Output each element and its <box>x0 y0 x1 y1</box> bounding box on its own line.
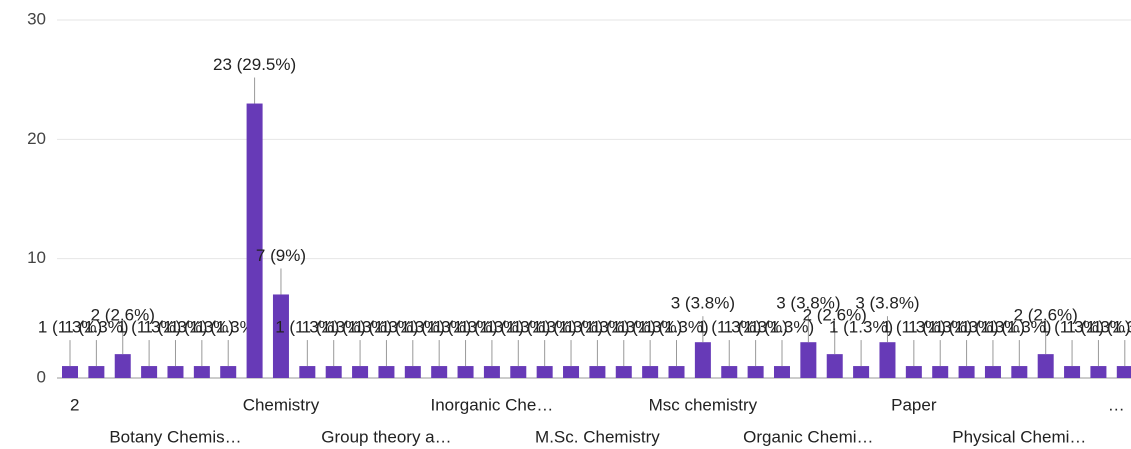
bar <box>747 366 764 378</box>
data-label: 1 (1.3%) <box>117 318 181 337</box>
bar <box>879 342 896 378</box>
bar <box>800 342 817 378</box>
bar <box>220 366 237 378</box>
bar <box>668 366 685 378</box>
x-tick-label: Msc chemistry <box>649 395 758 414</box>
bar <box>141 366 158 378</box>
bar <box>325 366 342 378</box>
bar <box>826 354 843 378</box>
data-label: 1 (1.3%) <box>64 318 128 337</box>
bar <box>721 366 738 378</box>
data-label: 2 (2.6%) <box>91 306 155 325</box>
data-label: 1 (1.3%) <box>644 318 708 337</box>
data-label: 1 (1.3%) <box>486 318 550 337</box>
bar <box>114 354 131 378</box>
bar <box>352 366 369 378</box>
bar <box>1090 366 1107 378</box>
data-label: 2 (2.6%) <box>803 306 867 325</box>
data-label: 1 (1.3%) <box>170 318 234 337</box>
bar <box>510 366 527 378</box>
data-label: 3 (3.8%) <box>776 294 840 313</box>
y-tick-label: 10 <box>27 248 46 267</box>
bar <box>167 366 184 378</box>
bar <box>1064 366 1081 378</box>
x-tick-label: 2 <box>70 395 79 414</box>
bar <box>483 366 500 378</box>
bar <box>378 366 395 378</box>
data-label: 1 (1.3%) <box>934 318 998 337</box>
bar <box>905 366 922 378</box>
bar <box>853 366 870 378</box>
bar <box>536 366 553 378</box>
bar <box>193 366 210 378</box>
data-label: 1 (1.3%) <box>829 318 893 337</box>
x-tick-label: Chemistry <box>243 395 320 414</box>
data-label: 1 (1.3%) <box>750 318 814 337</box>
data-label: 1 (1.3%) <box>196 318 260 337</box>
data-label: 1 (1.3%) <box>539 318 603 337</box>
bar <box>694 342 711 378</box>
data-label: 1 (1.3%) <box>328 318 392 337</box>
data-label: 1 (1.3%) <box>354 318 418 337</box>
data-label: 1 (1.3%) <box>433 318 497 337</box>
x-tick-label: Inorganic Che… <box>430 395 553 414</box>
bar <box>88 366 105 378</box>
bar <box>272 294 289 378</box>
bar <box>246 103 263 379</box>
bar <box>1116 366 1131 378</box>
data-label: 3 (3.8%) <box>855 294 919 313</box>
bar <box>299 366 316 378</box>
data-label: 1 (1.3%) <box>1093 318 1131 337</box>
data-label: 1 (1.3%) <box>565 318 629 337</box>
x-tick-label: Paper <box>891 395 937 414</box>
data-label: 1 (1.3%) <box>592 318 656 337</box>
data-label: 1 (1.3%) <box>1066 318 1130 337</box>
data-label: 1 (1.3%) <box>460 318 524 337</box>
data-label: 2 (2.6%) <box>1014 306 1078 325</box>
data-label: 1 (1.3%) <box>618 318 682 337</box>
data-label: 1 (1.3%) <box>275 318 339 337</box>
data-label: 1 (1.3%) <box>697 318 761 337</box>
x-tick-label: Physical Chemi… <box>952 427 1086 446</box>
data-label: 1 (1.3%) <box>38 318 102 337</box>
bar <box>932 366 949 378</box>
data-label: 1 (1.3%) <box>1040 318 1104 337</box>
data-label: 1 (1.3%) <box>143 318 207 337</box>
bar <box>773 366 790 378</box>
bar <box>642 366 659 378</box>
bar <box>404 366 421 378</box>
data-label: 23 (29.5%) <box>213 55 296 74</box>
bar <box>589 366 606 378</box>
bar <box>431 366 448 378</box>
bar <box>1037 354 1054 378</box>
x-tick-label: Botany Chemis… <box>109 427 241 446</box>
y-tick-label: 20 <box>27 129 46 148</box>
data-label: 3 (3.8%) <box>671 294 735 313</box>
bar <box>457 366 474 378</box>
data-label: 1 (1.3%) <box>513 318 577 337</box>
data-label: 1 (1.3%) <box>723 318 787 337</box>
bar <box>1011 366 1028 378</box>
x-tick-label: Group theory a… <box>321 427 451 446</box>
bar <box>563 366 580 378</box>
data-label: 1 (1.3%) <box>302 318 366 337</box>
data-label: 1 (1.3%) <box>987 318 1051 337</box>
y-tick-label: 0 <box>37 367 46 386</box>
bar <box>615 366 632 378</box>
bar <box>62 366 78 378</box>
x-tick-label: … <box>1108 395 1125 414</box>
y-tick-label: 30 <box>27 9 46 28</box>
data-label: 1 (1.3%) <box>908 318 972 337</box>
x-tick-label: M.Sc. Chemistry <box>535 427 660 446</box>
data-label: 1 (1.3%) <box>407 318 471 337</box>
data-label: 7 (9%) <box>256 246 306 265</box>
bar <box>958 366 975 378</box>
data-label: 1 (1.3%) <box>882 318 946 337</box>
data-label: 1 (1.3%) <box>381 318 445 337</box>
x-tick-label: Organic Chemi… <box>743 427 873 446</box>
bar <box>984 366 1001 378</box>
data-label: 1 (1.3%) <box>961 318 1025 337</box>
